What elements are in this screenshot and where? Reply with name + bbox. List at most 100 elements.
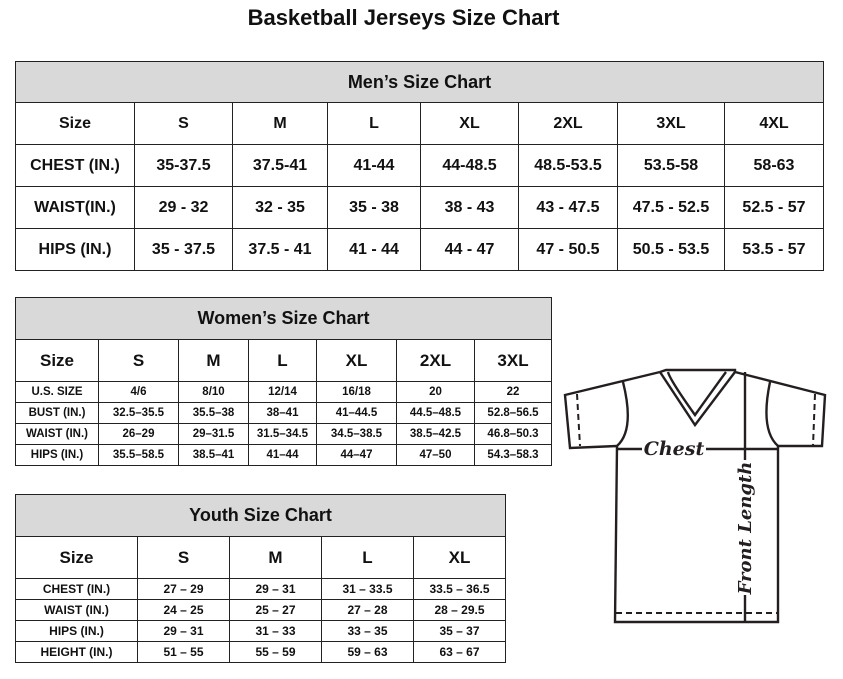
row-label: WAIST(IN.): [15, 186, 135, 229]
table-row: U.S. SIZE 4/6 8/10 12/14 16/18 20 22: [15, 381, 553, 403]
table-cell: 53.5-58: [617, 144, 725, 187]
table-cell: 37.5-41: [232, 144, 328, 187]
column-header: M: [178, 339, 249, 382]
column-header: 2XL: [518, 102, 618, 145]
table-cell: 52.5 - 57: [724, 186, 824, 229]
table-row: BUST (IN.) 32.5–35.5 35.5–38 38–41 41–44.5 44…: [15, 402, 553, 424]
header-row: Size S M L XL 2XL 3XL: [15, 339, 553, 382]
table-cell: 53.5 - 57: [724, 228, 824, 271]
table-cell: 29 - 32: [134, 186, 233, 229]
table-cell: 32.5–35.5: [98, 402, 179, 424]
table-row: HIPS (IN.) 35.5–58.5 38.5–41 41–44 44–47 47–5…: [15, 444, 553, 466]
table-cell: 26–29: [98, 423, 179, 445]
womens-size-table: Women’s Size Chart Size S M L XL 2XL 3XL U.S. …: [14, 297, 553, 466]
table-cell: 48.5-53.5: [518, 144, 618, 187]
table-cell: 41-44: [327, 144, 421, 187]
table-cell: 37.5 - 41: [232, 228, 328, 271]
table-cell: 43 - 47.5: [518, 186, 618, 229]
table-cell: 55 – 59: [229, 641, 322, 663]
row-label: HEIGHT (IN.): [15, 641, 138, 663]
table-cell: 35.5–38: [178, 402, 249, 424]
table-cell: 27 – 28: [321, 599, 414, 621]
table-cell: 41–44: [248, 444, 317, 466]
column-header: Size: [15, 339, 99, 382]
table-cell: 44-48.5: [420, 144, 519, 187]
table-cell: 12/14: [248, 381, 317, 403]
table-cell: 50.5 - 53.5: [617, 228, 725, 271]
table-cell: 16/18: [316, 381, 397, 403]
table-cell: 54.3–58.3: [473, 444, 553, 466]
row-label: CHEST (IN.): [15, 578, 138, 600]
table-cell: 33.5 – 36.5: [412, 578, 507, 600]
table-cell: 38.5–42.5: [396, 423, 475, 445]
header-row: Size S M L XL 2XL 3XL 4XL: [15, 102, 824, 145]
table-row: WAIST (IN.) 26–29 29–31.5 31.5–34.5 34.5–38.…: [15, 423, 553, 445]
column-header: 4XL: [724, 102, 824, 145]
table-cell: 35.5–58.5: [98, 444, 179, 466]
table-row: HIPS (IN.) 35 - 37.5 37.5 - 41 41 - 44 44 - …: [15, 228, 824, 271]
table-cell: 34.5–38.5: [316, 423, 397, 445]
mens-table-title: Men’s Size Chart: [15, 61, 824, 103]
table-cell: 44–47: [316, 444, 397, 466]
column-header: XL: [412, 536, 507, 579]
table-row: HIPS (IN.) 29 – 31 31 – 33 33 – 35 35 – 37: [15, 620, 507, 642]
table-row: WAIST (IN.) 24 – 25 25 – 27 27 – 28 28 – 29.…: [15, 599, 507, 621]
column-header: L: [321, 536, 414, 579]
row-label: U.S. SIZE: [15, 381, 99, 403]
row-label: CHEST (IN.): [15, 144, 135, 187]
header-row: Size S M L XL: [15, 536, 507, 579]
row-label: WAIST (IN.): [15, 423, 99, 445]
column-header: S: [134, 102, 233, 145]
table-cell: 8/10: [178, 381, 249, 403]
table-cell: 47.5 - 52.5: [617, 186, 725, 229]
column-header: XL: [420, 102, 519, 145]
table-cell: 59 – 63: [321, 641, 414, 663]
table-cell: 41 - 44: [327, 228, 421, 271]
table-cell: 31.5–34.5: [248, 423, 317, 445]
table-cell: 4/6: [98, 381, 179, 403]
table-cell: 22: [473, 381, 553, 403]
table-row: CHEST (IN.) 35-37.5 37.5-41 41-44 44-48.5 48.…: [15, 144, 824, 187]
column-header: M: [232, 102, 328, 145]
table-cell: 46.8–50.3: [473, 423, 553, 445]
table-row: CHEST (IN.) 27 – 29 29 – 31 31 – 33.5 33.5 –…: [15, 578, 507, 600]
table-cell: 38–41: [248, 402, 317, 424]
table-cell: 51 – 55: [137, 641, 230, 663]
column-header: XL: [316, 339, 397, 382]
table-cell: 38.5–41: [178, 444, 249, 466]
table-cell: 29–31.5: [178, 423, 249, 445]
column-header: L: [327, 102, 421, 145]
table-cell: 20: [396, 381, 475, 403]
table-cell: 31 – 33: [229, 620, 322, 642]
table-cell: 29 – 31: [229, 578, 322, 600]
jersey-outline-icon: Chest Front Length: [563, 368, 827, 624]
womens-table-title: Women’s Size Chart: [14, 297, 553, 340]
column-header: Size: [15, 536, 138, 579]
column-header: L: [248, 339, 317, 382]
table-cell: 47 - 50.5: [518, 228, 618, 271]
table-cell: 52.8–56.5: [473, 402, 553, 424]
table-row: HEIGHT (IN.) 51 – 55 55 – 59 59 – 63 63 – 67: [15, 641, 507, 663]
youth-size-table: Youth Size Chart Size S M L XL CHEST (IN.) 27…: [14, 494, 507, 663]
chest-label: Chest: [644, 438, 705, 460]
table-cell: 38 - 43: [420, 186, 519, 229]
table-cell: 27 – 29: [137, 578, 230, 600]
mens-size-table: Men’s Size Chart Size S M L XL 2XL 3XL 4XL CHES…: [15, 61, 824, 271]
column-header: Size: [15, 102, 135, 145]
column-header: S: [98, 339, 179, 382]
table-row: WAIST(IN.) 29 - 32 32 - 35 35 - 38 38 - 43 43…: [15, 186, 824, 229]
column-header: M: [229, 536, 322, 579]
table-cell: 41–44.5: [316, 402, 397, 424]
column-header: 3XL: [617, 102, 725, 145]
column-header: 3XL: [473, 339, 553, 382]
table-cell: 28 – 29.5: [412, 599, 507, 621]
row-label: HIPS (IN.): [15, 620, 138, 642]
column-header: 2XL: [396, 339, 475, 382]
table-cell: 25 – 27: [229, 599, 322, 621]
page-title: Basketball Jerseys Size Chart: [247, 5, 560, 30]
table-cell: 33 – 35: [321, 620, 414, 642]
table-cell: 58-63: [724, 144, 824, 187]
table-cell: 35 - 37.5: [134, 228, 233, 271]
table-cell: 35 – 37: [412, 620, 507, 642]
column-header: S: [137, 536, 230, 579]
